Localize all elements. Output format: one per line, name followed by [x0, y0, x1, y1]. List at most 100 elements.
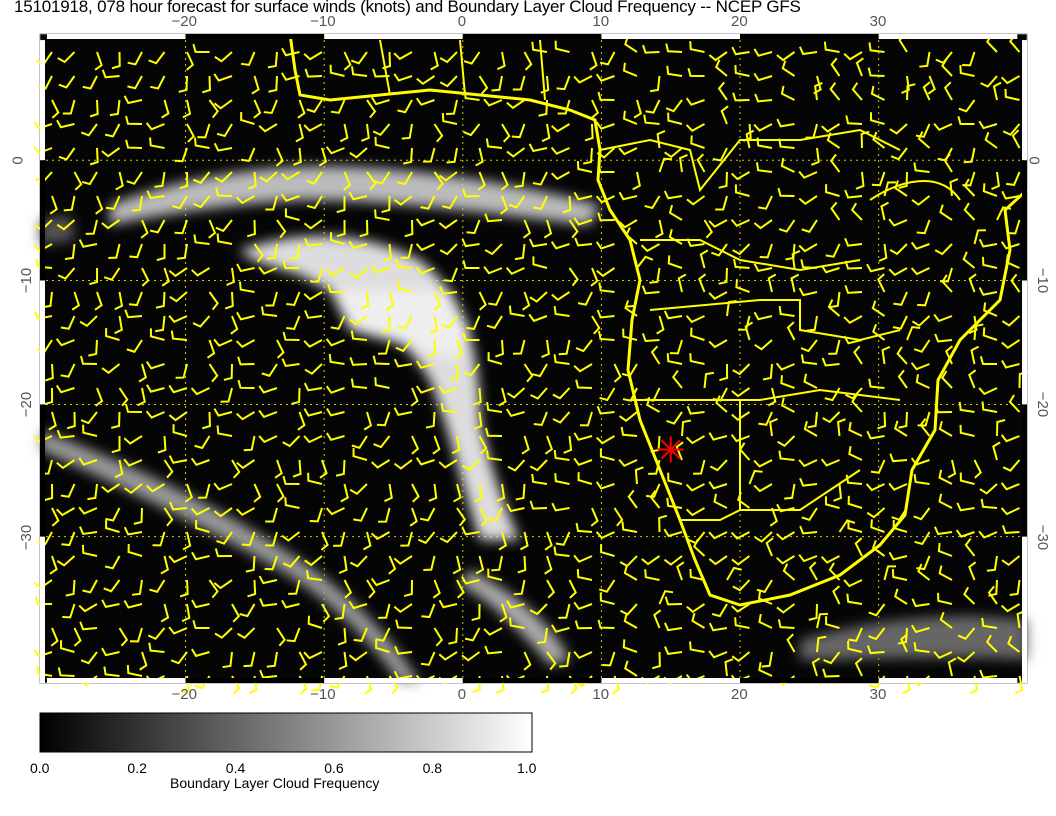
wind-barb [718, 171, 728, 189]
wind-barb [663, 310, 683, 320]
wind-barb [307, 472, 323, 485]
wind-barb [889, 123, 908, 135]
wind-barb [963, 147, 976, 164]
wind-barb [79, 315, 98, 328]
wind-barb [644, 569, 660, 581]
wind-barb [60, 363, 76, 378]
wind-barb [758, 411, 773, 426]
wind-barb [963, 202, 976, 221]
wind-barb [286, 315, 301, 331]
wind-barb [396, 171, 413, 186]
wind-barb [731, 387, 751, 398]
wind-barb [384, 483, 393, 503]
wind-barb [78, 239, 98, 248]
wind-barb [823, 41, 840, 53]
wind-barb [598, 282, 615, 293]
wind-barb [433, 123, 444, 143]
wind-barb [304, 310, 323, 319]
wind-barb [776, 118, 795, 128]
wind-barb [230, 315, 239, 335]
lat-tick-label-left: −20 [18, 392, 36, 418]
wind-barb [149, 579, 166, 594]
wind-barb [496, 483, 506, 503]
frame-segment [324, 678, 463, 683]
wind-barb [123, 600, 143, 609]
wind-barb [464, 627, 481, 642]
lat-tick-label-right: −10 [1034, 268, 1052, 294]
wind-barb [1007, 635, 1021, 653]
wind-barb [651, 651, 661, 670]
wind-barb [125, 115, 143, 125]
wind-barb [58, 75, 76, 89]
wind-barb [776, 51, 796, 62]
wind-barb [693, 459, 706, 475]
wind-barb [686, 238, 705, 248]
wind-barb [865, 483, 885, 492]
wind-barb [838, 519, 856, 533]
wind-barb [820, 555, 840, 564]
wind-barb [663, 190, 683, 200]
wind-barb [326, 267, 346, 277]
wind-barb [243, 651, 256, 668]
wind-barb [208, 219, 217, 239]
wind-barb [844, 260, 863, 270]
wind-barb [984, 131, 998, 149]
colorbar-tick-label: 0.0 [30, 760, 50, 776]
wind-barb [190, 507, 210, 516]
wind-barb [753, 263, 773, 273]
frame-segment [185, 34, 325, 39]
wind-barb [853, 345, 863, 365]
wind-barb [111, 51, 121, 70]
wind-barb [214, 51, 233, 63]
wind-barb [963, 586, 976, 605]
wind-barb [66, 411, 76, 430]
wind-barb [362, 531, 372, 551]
wind-barb [499, 195, 509, 215]
wind-barb [466, 219, 481, 235]
wind-barb [208, 363, 219, 383]
wind-barb [758, 613, 773, 629]
wind-barb [281, 358, 300, 368]
wind-barb [336, 195, 346, 214]
wind-barb [393, 555, 413, 565]
wind-barb [265, 195, 278, 211]
wind-barb [786, 321, 796, 341]
wind-barb [622, 639, 638, 653]
wind-barb [939, 611, 953, 629]
wind-barb [871, 300, 886, 317]
wind-barb [556, 75, 571, 91]
wind-barb [643, 114, 660, 125]
wind-barb [208, 291, 219, 311]
wind-barb [937, 543, 953, 557]
wind-barb [668, 229, 683, 245]
wind-barb [551, 624, 570, 633]
wind-barb [349, 267, 368, 279]
wind-barb [50, 627, 59, 647]
wind-barb [982, 183, 998, 197]
wind-barb [781, 60, 796, 77]
wind-barb [906, 325, 921, 341]
wind-barb [798, 459, 818, 468]
wind-barb [385, 291, 395, 311]
wind-barb [486, 401, 503, 413]
wind-barb [366, 579, 376, 599]
wind-barb [533, 411, 548, 427]
wind-barb [523, 363, 534, 383]
wind-barb [523, 51, 533, 71]
wind-barb [438, 171, 458, 182]
wind-barb [512, 339, 526, 355]
wind-barb [267, 51, 278, 69]
wind-barb [417, 531, 436, 545]
wind-barb [962, 51, 976, 67]
wind-barb [711, 603, 728, 618]
wind-barb [689, 353, 705, 365]
frame-segment [46, 678, 186, 683]
wind-barb [712, 147, 728, 162]
wind-barb [425, 411, 436, 429]
wind-barb [186, 51, 195, 71]
wind-barb [326, 407, 345, 417]
wind-barb [36, 665, 53, 677]
wind-barb [55, 338, 75, 347]
wind-barb [85, 219, 98, 235]
wind-barb [968, 315, 978, 334]
